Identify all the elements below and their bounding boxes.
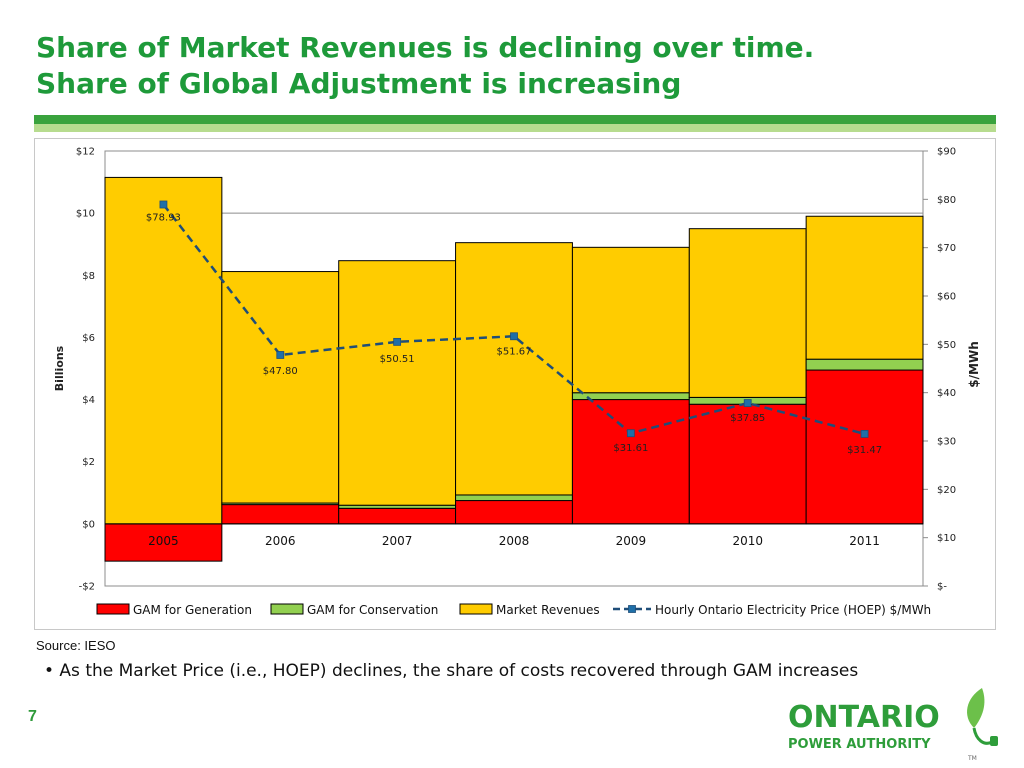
bar-market-revenues-2010 bbox=[688, 228, 807, 398]
legend-marker-3 bbox=[628, 605, 636, 613]
logo-line-1: ONTARIO bbox=[788, 700, 940, 735]
y-tick-label-0: -$2 bbox=[79, 582, 95, 593]
legend-label-3: Hourly Ontario Electricity Price (HOEP) … bbox=[655, 603, 931, 617]
bar-gam-for-generation-2010 bbox=[688, 403, 807, 525]
y2-tick-label-0: $- bbox=[937, 582, 947, 593]
hoep-marker-2010 bbox=[743, 399, 752, 407]
x-tick-label-2011: 2011 bbox=[849, 534, 880, 548]
hoep-marker-2005 bbox=[159, 200, 168, 209]
x-tick-label-2009: 2009 bbox=[616, 534, 647, 548]
bar-gam-for-generation-2006 bbox=[221, 504, 340, 525]
logo-line-2: POWER AUTHORITY bbox=[788, 737, 931, 752]
hoep-data-label-2006: $47.80 bbox=[263, 366, 298, 377]
y2-tick-label-9: $90 bbox=[937, 147, 956, 158]
x-tick-label-2008: 2008 bbox=[499, 534, 530, 548]
y2-tick-label-3: $30 bbox=[937, 437, 956, 448]
source-note: Source: IESO bbox=[36, 638, 116, 653]
hoep-marker-2011 bbox=[860, 429, 869, 438]
y-tick-label-4: $6 bbox=[82, 333, 95, 344]
bar-gam-for-generation-2007 bbox=[338, 507, 457, 525]
bar-gam-for-generation-2009 bbox=[571, 399, 690, 525]
hoep-data-label-2011: $31.47 bbox=[847, 445, 882, 456]
bar-market-revenues-2007 bbox=[338, 260, 457, 506]
hoep-marker-2008 bbox=[510, 332, 518, 341]
title-line-1: Share of Market Revenues is declining ov… bbox=[36, 31, 815, 64]
legend-swatch-1 bbox=[270, 603, 304, 615]
chart-panel: -$2 $0 $2 $4 $6 $8 $10 $12 $- $10 $20 $30 $40 $50 $60 $… bbox=[34, 138, 996, 630]
x-tick-label-2005: 2005 bbox=[148, 534, 179, 548]
legend-label-0: GAM for Generation bbox=[133, 603, 252, 617]
legend-swatch-0 bbox=[96, 603, 130, 615]
title-rule-dark bbox=[34, 115, 996, 124]
y-axis-title: Billions bbox=[53, 345, 66, 391]
slide-title: Share of Market Revenues is declining ov… bbox=[36, 30, 996, 102]
title-rule-light bbox=[34, 124, 996, 132]
x-tick-label-2006: 2006 bbox=[265, 534, 296, 548]
bar-gam-for-conservation-2008 bbox=[455, 494, 573, 502]
hoep-data-label-2005: $78.93 bbox=[146, 213, 181, 224]
x-tick-label-2007: 2007 bbox=[382, 534, 413, 548]
hoep-marker-2009 bbox=[626, 429, 635, 438]
y2-tick-label-1: $10 bbox=[937, 533, 956, 544]
bar-gam-for-generation-2005 bbox=[104, 523, 223, 562]
logo-trademark: TM bbox=[967, 755, 977, 762]
y-tick-label-2: $2 bbox=[82, 457, 95, 468]
x-tick-label-2010: 2010 bbox=[732, 534, 763, 548]
bar-market-revenues-2009 bbox=[571, 246, 690, 394]
y2-tick-label-4: $40 bbox=[937, 388, 956, 399]
bar-gam-for-generation-2008 bbox=[455, 500, 573, 525]
hoep-data-label-2008: $51.67 bbox=[497, 346, 532, 357]
y2-tick-label-8: $80 bbox=[937, 195, 956, 206]
ontario-power-authority-logo: ONTARIO POWER AUTHORITY TM bbox=[788, 688, 998, 762]
y-tick-label-1: $0 bbox=[82, 519, 95, 530]
hoep-marker-2007 bbox=[393, 337, 402, 346]
hoep-data-label-2007: $50.51 bbox=[380, 354, 415, 365]
legend-swatch-2 bbox=[459, 603, 493, 615]
title-line-2: Share of Global Adjustment is increasing bbox=[36, 67, 682, 100]
bullet-text: • As the Market Price (i.e., HOEP) decli… bbox=[44, 661, 859, 681]
hoep-marker-2006 bbox=[276, 351, 285, 359]
revenue-chart: -$2 $0 $2 $4 $6 $8 $10 $12 $- $10 $20 $30 $40 $50 $60 $… bbox=[53, 147, 981, 618]
bar-market-revenues-2011 bbox=[805, 215, 924, 360]
y-tick-label-7: $12 bbox=[76, 147, 95, 158]
bar-market-revenues-2006 bbox=[221, 271, 340, 504]
y-tick-label-3: $4 bbox=[82, 395, 95, 406]
y2-axis-title: $/MWh bbox=[967, 341, 981, 387]
hoep-data-label-2010: $37.85 bbox=[730, 413, 765, 424]
leaf-plug-icon bbox=[967, 688, 998, 746]
bar-market-revenues-2005 bbox=[104, 176, 223, 525]
y-tick-label-6: $10 bbox=[76, 209, 95, 220]
hoep-data-label-2009: $31.61 bbox=[613, 443, 648, 454]
y2-tick-label-6: $60 bbox=[937, 292, 956, 303]
bar-gam-for-conservation-2011 bbox=[805, 358, 924, 371]
bar-market-revenues-2008 bbox=[455, 242, 573, 496]
y-tick-label-5: $8 bbox=[82, 271, 95, 282]
y2-tick-label-2: $20 bbox=[937, 485, 956, 496]
y2-tick-label-5: $50 bbox=[937, 340, 956, 351]
page-number: 7 bbox=[28, 708, 37, 725]
legend-label-1: GAM for Conservation bbox=[307, 603, 438, 617]
legend-label-2: Market Revenues bbox=[496, 603, 600, 617]
y2-tick-label-7: $70 bbox=[937, 243, 956, 254]
